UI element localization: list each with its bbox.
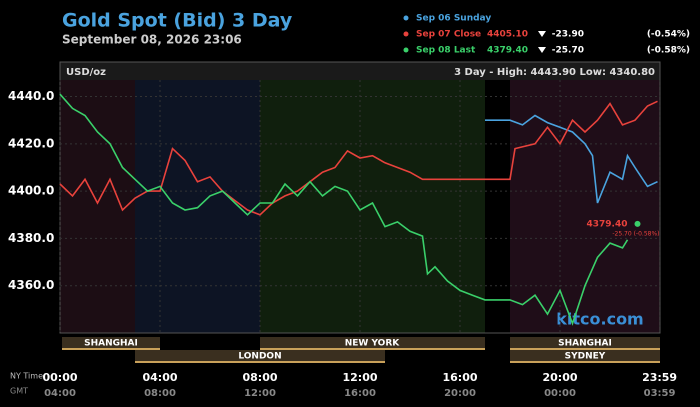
session-bar: [510, 337, 660, 349]
legend-arrow: [538, 47, 546, 53]
legend-change: -23.90: [552, 30, 584, 40]
x-tick-label: 00:00: [42, 371, 77, 384]
y-tick-label: 4440.0: [8, 89, 54, 103]
x2-tick-label: 00:00: [544, 388, 576, 399]
y-tick-label: 4400.0: [8, 184, 54, 198]
session-bar: [260, 337, 485, 349]
legend-marker: [403, 15, 409, 21]
x2-tick-label: 12:00: [244, 388, 276, 399]
legend-value: 4379.40: [487, 46, 528, 56]
x-tick-label: 08:00: [242, 371, 277, 384]
session-label: SHANGHAI: [84, 339, 138, 349]
x-tick-label: 12:00: [342, 371, 377, 384]
x-tick-label: 16:00: [442, 371, 477, 384]
subtitle: September 08, 2026 23:06: [62, 33, 242, 47]
legend-pct: (-0.54%): [647, 30, 690, 40]
series-line: [485, 114, 658, 204]
legend-label: Sep 07 Close: [416, 30, 481, 40]
legend-marker: [403, 47, 409, 53]
series-line: [59, 93, 629, 326]
plot-frame: [59, 61, 661, 334]
session-bar: [510, 350, 660, 362]
x2-tick-label: 08:00: [144, 388, 176, 399]
legend-label: Sep 06 Sunday: [416, 14, 491, 24]
session-label: SHANGHAI: [558, 339, 612, 349]
last-label: 4379.40: [587, 219, 628, 229]
session-shade: [510, 80, 660, 333]
legend-value: 4405.10: [487, 30, 528, 40]
x2-axis-label: GMT: [10, 387, 28, 396]
watermark: kitco.com: [556, 310, 643, 329]
legend-arrow: [538, 31, 546, 37]
x-axis-label: NY Time: [10, 372, 43, 381]
plot-header: [60, 62, 660, 80]
x2-tick-label: 20:00: [444, 388, 476, 399]
session-label: LONDON: [238, 352, 281, 362]
legend-marker: [403, 31, 409, 37]
last-point: [634, 220, 641, 227]
session-shade: [60, 80, 135, 333]
session-shade: [260, 80, 485, 333]
y-tick-label: 4360.0: [8, 278, 54, 292]
legend-label: Sep 08 Last: [416, 46, 476, 56]
unit-label: USD/oz: [66, 67, 106, 78]
last-change: -25.70 (-0.58%): [612, 230, 659, 237]
session-shade: [135, 80, 260, 333]
y-tick-label: 4380.0: [8, 231, 54, 245]
x-tick-label: 04:00: [142, 371, 177, 384]
x2-tick-label: 03:59: [644, 388, 676, 399]
y-tick-label: 4420.0: [8, 136, 54, 150]
x-tick-label: 23:59: [642, 371, 677, 384]
session-bar: [62, 337, 160, 349]
x-tick-label: 20:00: [542, 371, 577, 384]
x2-tick-label: 16:00: [344, 388, 376, 399]
chart-title: Gold Spot (Bid) 3 Day: [62, 10, 293, 32]
range-label: 3 Day - High: 4443.90 Low: 4340.80: [454, 67, 655, 78]
session-label: SYDNEY: [565, 352, 606, 362]
session-bar: [135, 350, 385, 362]
legend-pct: (-0.58%): [647, 46, 690, 56]
x2-tick-label: 04:00: [44, 388, 76, 399]
session-label: NEW YORK: [345, 339, 401, 349]
legend-change: -25.70: [552, 46, 584, 56]
